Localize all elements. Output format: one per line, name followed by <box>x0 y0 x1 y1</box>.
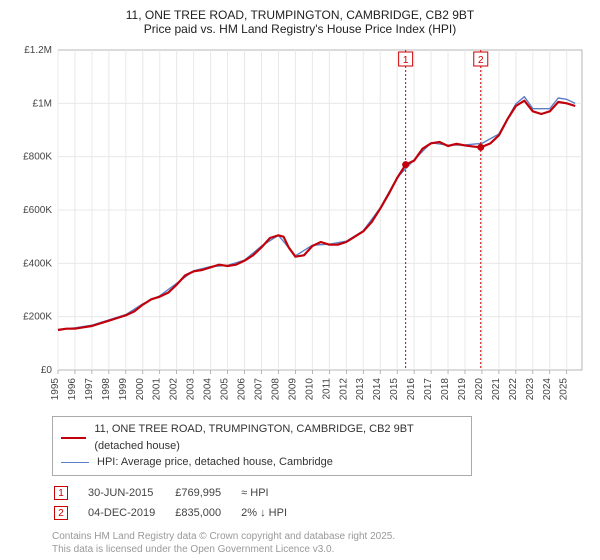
legend-label: 11, ONE TREE ROAD, TRUMPINGTON, CAMBRIDG… <box>94 421 463 454</box>
svg-text:2008: 2008 <box>270 378 281 401</box>
chart-title: 11, ONE TREE ROAD, TRUMPINGTON, CAMBRIDG… <box>12 8 588 36</box>
svg-text:£0: £0 <box>41 365 53 376</box>
svg-text:2013: 2013 <box>355 378 366 401</box>
svg-text:1999: 1999 <box>118 378 129 401</box>
svg-text:2006: 2006 <box>237 378 248 401</box>
svg-text:£1.2M: £1.2M <box>24 45 52 56</box>
sales-table: 1 30-JUN-2015£769,995≈ HPI 2 04-DEC-2019£83… <box>52 482 307 524</box>
svg-text:2017: 2017 <box>423 378 434 401</box>
title-line-2: Price paid vs. HM Land Registry's House … <box>12 22 588 36</box>
svg-text:1995: 1995 <box>50 378 61 401</box>
legend-item: HPI: Average price, detached house, Camb… <box>61 454 463 471</box>
footer-line-2: This data is licensed under the Open Gov… <box>52 543 588 556</box>
sale-marker-num: 1 <box>54 486 68 500</box>
svg-text:2001: 2001 <box>152 378 163 401</box>
sale-row: 2 04-DEC-2019£835,0002% ↓ HPI <box>54 504 305 522</box>
svg-text:2004: 2004 <box>203 378 214 401</box>
svg-text:2019: 2019 <box>457 378 468 401</box>
chart: £0 £200K £400K £600K £800K £1M £1.2M 1995 1996 19… <box>12 40 588 410</box>
sale-delta: ≈ HPI <box>241 484 305 502</box>
svg-text:2003: 2003 <box>186 378 197 401</box>
svg-text:2007: 2007 <box>253 378 264 401</box>
legend-swatch <box>61 437 86 439</box>
svg-text:2023: 2023 <box>525 378 536 401</box>
svg-text:2018: 2018 <box>440 378 451 401</box>
sale-price: £769,995 <box>175 484 239 502</box>
legend-item: 11, ONE TREE ROAD, TRUMPINGTON, CAMBRIDG… <box>61 421 463 454</box>
svg-text:2009: 2009 <box>287 378 298 401</box>
legend-label: HPI: Average price, detached house, Camb… <box>97 454 333 471</box>
svg-text:£400K: £400K <box>23 258 52 269</box>
legend: 11, ONE TREE ROAD, TRUMPINGTON, CAMBRIDG… <box>52 416 472 476</box>
chart-svg: £0 £200K £400K £600K £800K £1M £1.2M 1995 1996 19… <box>12 40 588 410</box>
footer-line-1: Contains HM Land Registry data © Crown c… <box>52 530 588 543</box>
sale-delta: 2% ↓ HPI <box>241 504 305 522</box>
svg-text:2024: 2024 <box>542 378 553 401</box>
title-line-1: 11, ONE TREE ROAD, TRUMPINGTON, CAMBRIDG… <box>12 8 588 22</box>
svg-text:2025: 2025 <box>559 378 570 401</box>
svg-text:2012: 2012 <box>338 378 349 401</box>
svg-text:2015: 2015 <box>389 378 400 401</box>
svg-text:2002: 2002 <box>169 378 180 401</box>
svg-text:2000: 2000 <box>135 378 146 401</box>
svg-text:£200K: £200K <box>23 312 52 323</box>
svg-text:£800K: £800K <box>23 152 52 163</box>
svg-text:2020: 2020 <box>474 378 485 401</box>
svg-text:2014: 2014 <box>372 378 383 401</box>
svg-text:1998: 1998 <box>101 378 112 401</box>
svg-text:1996: 1996 <box>67 378 78 401</box>
svg-text:2021: 2021 <box>491 378 502 401</box>
svg-text:1: 1 <box>403 55 409 66</box>
svg-text:2022: 2022 <box>508 378 519 401</box>
sale-marker-num: 2 <box>54 506 68 520</box>
sale-date: 30-JUN-2015 <box>88 484 173 502</box>
svg-text:2005: 2005 <box>220 378 231 401</box>
footer: Contains HM Land Registry data © Crown c… <box>52 530 588 556</box>
svg-text:2010: 2010 <box>304 378 315 401</box>
sale-row: 1 30-JUN-2015£769,995≈ HPI <box>54 484 305 502</box>
sale-date: 04-DEC-2019 <box>88 504 173 522</box>
svg-text:2016: 2016 <box>406 378 417 401</box>
svg-text:2011: 2011 <box>321 378 332 400</box>
sale-price: £835,000 <box>175 504 239 522</box>
svg-text:1997: 1997 <box>84 378 95 401</box>
svg-text:2: 2 <box>478 55 484 66</box>
legend-swatch <box>61 462 89 463</box>
svg-text:£1M: £1M <box>33 98 52 109</box>
svg-text:£600K: £600K <box>23 205 52 216</box>
